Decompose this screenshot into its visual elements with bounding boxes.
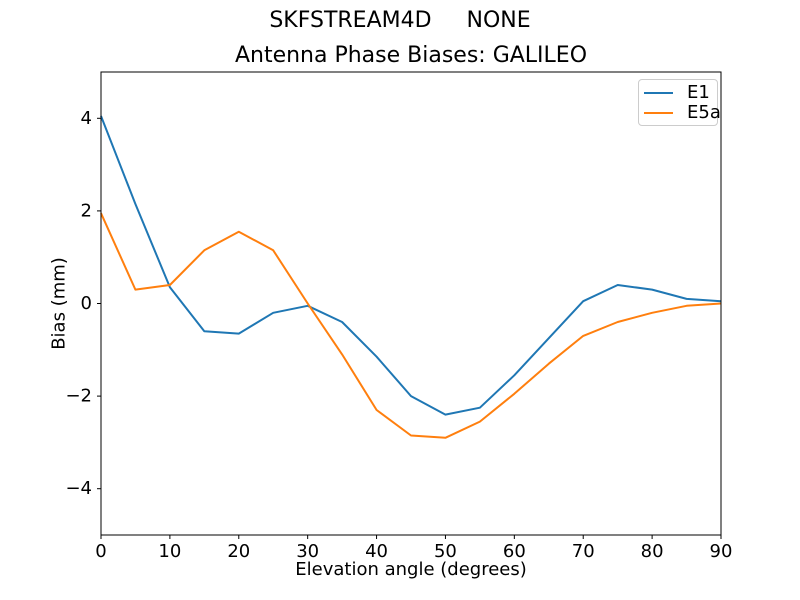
x-axis-label: Elevation angle (degrees): [295, 559, 527, 580]
x-tick-label: 10: [158, 541, 181, 562]
y-tick-label: 4: [81, 108, 92, 129]
x-tick-label: 20: [227, 541, 250, 562]
legend-label-e1: E1: [687, 81, 710, 103]
y-tick-label: −4: [65, 478, 92, 499]
x-tick-label: 30: [296, 541, 319, 562]
e5a-line-swatch: [644, 111, 673, 114]
axes-title: Antenna Phase Biases: GALILEO: [234, 43, 588, 68]
legend: E1 E5a: [638, 79, 721, 126]
y-tick-label: −2: [65, 386, 92, 407]
x-tick-label: 80: [641, 541, 664, 562]
x-tick-label: 70: [572, 541, 595, 562]
series-line-e5a: [100, 212, 722, 439]
x-tick-label: 60: [503, 541, 526, 562]
legend-item-e1: E1: [644, 81, 717, 103]
axes-spines: [100, 71, 722, 536]
x-tick-label: 0: [95, 541, 106, 562]
y-tick-label: 2: [81, 200, 92, 221]
x-tick-label: 90: [710, 541, 733, 562]
figure-suptitle: SKFSTREAM4D NONE: [269, 8, 531, 33]
legend-item-e5a: E5a: [644, 102, 721, 123]
y-tick-label: 0: [81, 293, 92, 314]
e1-line-swatch: [644, 91, 673, 94]
legend-label-e5a: E5a: [687, 101, 721, 123]
x-tick-label: 40: [365, 541, 388, 562]
x-tick-label: 50: [434, 541, 457, 562]
series-line-e1: [100, 115, 722, 416]
y-axis-label: Bias (mm): [48, 257, 70, 350]
